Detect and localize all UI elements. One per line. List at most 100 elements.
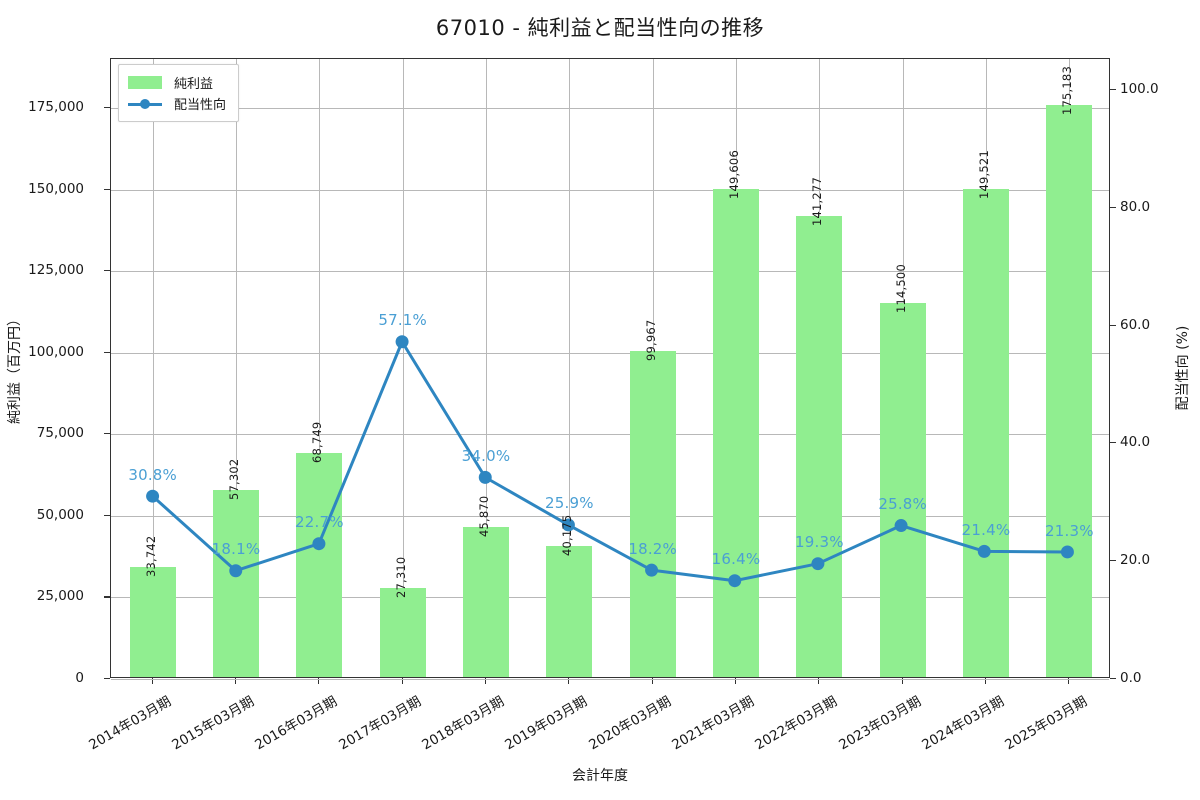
bar[interactable] <box>379 587 426 677</box>
chart-title: 67010 - 純利益と配当性向の推移 <box>435 16 765 40</box>
payout-ratio-label: 18.2% <box>628 539 677 558</box>
y-axis-left-tick-mark <box>104 596 110 598</box>
y-axis-left-tick-label: 175,000 <box>28 98 84 115</box>
y-axis-right-tick-mark <box>1110 324 1116 326</box>
legend-item-payout-ratio[interactable]: 配当性向 <box>128 93 226 114</box>
chart-legend: 純利益 配当性向 <box>118 64 240 122</box>
data-labels-layer: 33,742 57,302 68,749 27,310 45,870 40,175 99,9… <box>111 59 1109 677</box>
gridline-horizontal <box>111 515 1109 517</box>
gridline-horizontal <box>111 189 1109 191</box>
y-axis-left-tick-label: 50,000 <box>36 506 84 523</box>
x-axis-tick-label: 2024年03月期 <box>919 693 1007 754</box>
x-axis-tick-label: 2019年03月期 <box>502 693 591 754</box>
y-axis-left-tick-mark <box>104 678 110 680</box>
y-axis-left-tick-label: 125,000 <box>28 262 84 279</box>
bar[interactable] <box>129 566 176 677</box>
y-axis-right-tick-mark <box>1110 560 1116 562</box>
x-axis-tick-label: 2025年03月期 <box>1002 693 1091 754</box>
gridline-vertical <box>319 59 321 677</box>
legend-label: 配当性向 <box>174 98 227 113</box>
bar-value-label: 99,967 <box>643 319 658 361</box>
line-marker[interactable]: 2024年03月期 : 21.4% <box>977 544 991 558</box>
x-axis-tick-mark <box>985 678 987 684</box>
y-axis-left-label: 純利益（百万円） <box>7 312 23 424</box>
gridline-horizontal <box>111 597 1109 599</box>
payout-ratio-label: 57.1% <box>378 310 427 329</box>
x-axis-tick-label: 2014年03月期 <box>85 693 174 754</box>
bar-value-label: 40,175 <box>560 514 575 556</box>
payout-ratio-label: 16.4% <box>711 550 761 569</box>
bar[interactable] <box>296 452 343 677</box>
gridline-horizontal <box>111 434 1109 436</box>
y-axis-left-tick-mark <box>104 270 110 272</box>
line-marker[interactable]: 2014年03月期 : 30.8% <box>146 489 160 503</box>
gridline-vertical <box>152 59 154 677</box>
bar[interactable] <box>213 490 259 677</box>
x-axis-tick-mark <box>735 678 737 684</box>
bar[interactable] <box>629 350 676 677</box>
line-marker[interactable]: 2016年03月期 : 22.7% <box>312 537 326 551</box>
bar-value-label: 57,302 <box>227 458 241 500</box>
line-marker[interactable]: 2020年03月期 : 18.2% <box>645 563 659 577</box>
y-axis-left-tick-mark <box>104 106 110 109</box>
bar-value-label: 33,742 <box>143 535 158 577</box>
bar-value-label: 27,310 <box>393 556 408 598</box>
y-axis-right-tick-mark <box>1110 678 1116 680</box>
line-marker[interactable]: 2025年03月期 : 21.3% <box>1060 545 1074 559</box>
bar-value-label: 114,500 <box>893 264 908 314</box>
bar[interactable] <box>1046 105 1093 677</box>
gridline-vertical <box>236 59 237 677</box>
bar[interactable] <box>796 216 843 677</box>
x-axis-tick-label: 2018年03月期 <box>419 693 507 754</box>
bar-swatch-icon <box>128 76 162 89</box>
y-axis-right-label: 配当性向 (%) <box>1175 325 1191 411</box>
x-axis-tick-mark <box>818 678 820 684</box>
bar[interactable] <box>546 545 593 677</box>
y-axis-left-tick-label: 150,000 <box>28 180 84 197</box>
gridline-horizontal <box>111 679 1109 680</box>
y-axis-left-tick-mark <box>104 433 110 435</box>
y-axis-left-tick-mark <box>104 514 110 516</box>
x-axis-tick-mark <box>318 678 320 684</box>
y-axis-right-tick-label: 20.0 <box>1120 552 1151 569</box>
gridline-vertical <box>486 59 487 677</box>
y-axis-left-tick-label: 25,000 <box>36 588 84 605</box>
legend-item-net-income[interactable]: 純利益 <box>128 72 226 93</box>
x-axis-label: 会計年度 <box>572 768 628 784</box>
x-axis-tick-label: 2023年03月期 <box>835 693 924 754</box>
payout-ratio-label: 30.8% <box>128 465 177 484</box>
line-marker-swatch-icon <box>128 97 162 110</box>
y-axis-right-tick-label: 40.0 <box>1120 434 1151 451</box>
y-axis-right-tick-label: 60.0 <box>1120 316 1151 333</box>
x-axis-tick-label: 2016年03月期 <box>252 693 341 754</box>
line-marker[interactable]: 2018年03月期 : 34.0% <box>478 470 492 484</box>
x-axis-tick-label: 2020年03月期 <box>585 693 674 754</box>
bar[interactable] <box>713 188 759 677</box>
x-axis-tick-label: 2021年03月期 <box>669 693 757 754</box>
y-axis-right-tick-label: 100.0 <box>1120 80 1159 97</box>
gridline-horizontal <box>111 107 1109 109</box>
bar-value-label: 68,749 <box>310 421 325 463</box>
bar-value-label: 175,183 <box>1060 66 1075 116</box>
line-marker[interactable]: 2019年03月期 : 25.9% <box>561 518 575 532</box>
y-axis-right-tick-label: 0.0 <box>1120 670 1142 686</box>
line-marker[interactable]: 2015年03月期 : 18.1% <box>229 564 243 578</box>
line-marker[interactable]: 2021年03月期 : 16.4% <box>728 574 742 588</box>
payout-ratio-label: 21.3% <box>1045 521 1094 540</box>
bar[interactable] <box>963 189 1009 677</box>
bar-value-label: 149,606 <box>727 149 741 199</box>
x-axis-tick-mark <box>568 678 570 684</box>
x-axis-tick-mark <box>151 678 153 684</box>
y-axis-right-tick-mark <box>1110 442 1116 444</box>
bar[interactable] <box>463 527 509 677</box>
line-marker[interactable]: 2022年03月期 : 19.3% <box>811 557 825 571</box>
x-axis-tick-mark <box>401 678 403 684</box>
payout-ratio-label: 34.0% <box>461 446 511 465</box>
bar[interactable] <box>879 303 926 677</box>
y-axis-left-tick-label: 0 <box>75 670 84 686</box>
line-marker[interactable]: 2017年03月期 : 57.1% <box>395 335 409 349</box>
x-axis-tick-mark <box>485 678 487 684</box>
line-marker[interactable]: 2023年03月期 : 25.8% <box>894 519 908 533</box>
line-series-svg: 2014年03月期 : 30.8% 2015年03月期 : 18.1% 2016年0… <box>146 335 1074 588</box>
